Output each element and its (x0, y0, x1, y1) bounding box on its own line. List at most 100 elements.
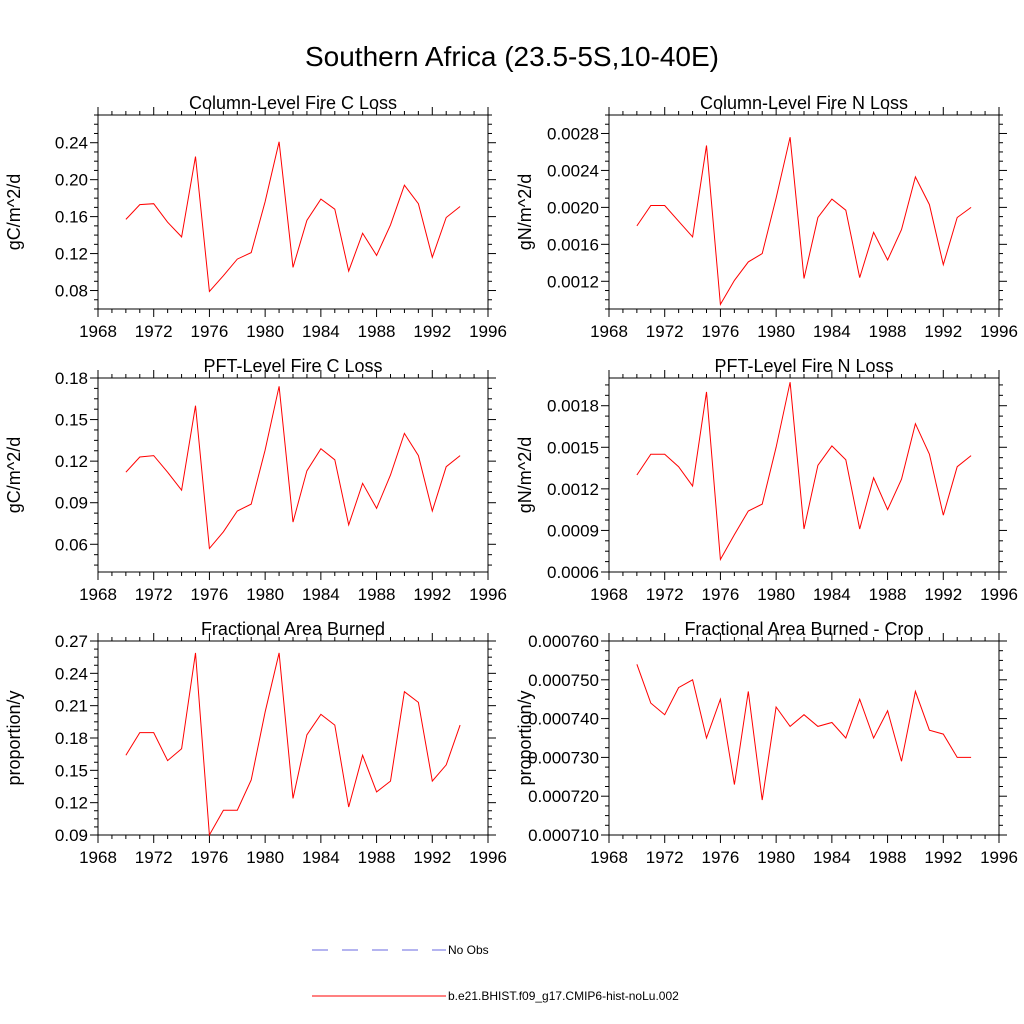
y-tick-label: 0.15 (55, 411, 88, 430)
x-tick-label: 1992 (413, 585, 451, 604)
panel-title: PFT-Level Fire C Loss (203, 356, 382, 376)
panel-title: PFT-Level Fire N Loss (714, 356, 893, 376)
y-tick-label: 0.000730 (528, 748, 599, 767)
y-tick-label: 0.0009 (547, 521, 599, 540)
panel-fractional-area-burned: Fractional Area Burned 1968 1972 1976 1980 19… (4, 619, 507, 867)
x-tick-label: 1992 (413, 848, 451, 867)
x-tick-label: 1980 (757, 585, 795, 604)
x-tick-label: 1984 (813, 585, 851, 604)
y-tick-label: 0.09 (55, 826, 88, 845)
x-tick-label: 1972 (135, 585, 173, 604)
y-axis-label: gC/m^2/d (4, 437, 24, 513)
x-tick-label: 1976 (191, 322, 229, 341)
y-axis-label: proportion/y (4, 690, 24, 785)
y-tick-label: 0.000750 (528, 671, 599, 690)
panel-pft-level-fire-c-loss: PFT-Level Fire C Loss 1968 1972 1976 1980 198… (4, 356, 507, 604)
y-tick-label: 0.0012 (547, 480, 599, 499)
x-tick-label: 1972 (646, 585, 684, 604)
x-tick-label: 1984 (302, 322, 340, 341)
legend-label-no-obs: No Obs (448, 943, 489, 957)
x-tick-label: 1972 (646, 322, 684, 341)
x-tick-label: 1984 (813, 848, 851, 867)
x-tick-label: 1976 (191, 848, 229, 867)
x-tick-label: 1976 (702, 322, 740, 341)
panel-fractional-area-burned-crop: Fractional Area Burned - Crop 1968 1972 197… (515, 619, 1018, 867)
y-tick-label: 0.000740 (528, 710, 599, 729)
plot-frame (608, 114, 1000, 310)
y-axis-label: gN/m^2/d (515, 437, 535, 513)
y-tick-label: 0.15 (55, 761, 88, 780)
x-tick-label: 1996 (469, 848, 507, 867)
panel-title: Fractional Area Burned - Crop (684, 619, 923, 639)
y-axis-label: gN/m^2/d (515, 174, 535, 250)
series-line-model (636, 382, 972, 562)
y-axis-label: gC/m^2/d (4, 174, 24, 250)
y-tick-label: 0.12 (55, 245, 88, 264)
series-line-model (125, 141, 461, 293)
x-tick-label: 1968 (79, 322, 117, 341)
y-tick-label: 0.0006 (547, 563, 599, 582)
x-tick-label: 1988 (869, 848, 907, 867)
x-tick-label: 1992 (924, 848, 962, 867)
y-tick-label: 0.000720 (528, 787, 599, 806)
legend-label-model: b.e21.BHIST.f09_g17.CMIP6-hist-noLu.002 (448, 989, 679, 1003)
y-tick-label: 0.0012 (547, 272, 599, 291)
x-tick-label: 1992 (924, 322, 962, 341)
y-tick-label: 0.0015 (547, 438, 599, 457)
panel-title: Fractional Area Burned (201, 619, 385, 639)
x-tick-label: 1976 (702, 585, 740, 604)
panel-column-level-fire-n-loss: Column-Level Fire N Loss 1968 1972 1976 1980… (515, 93, 1018, 341)
x-tick-label: 1976 (191, 585, 229, 604)
panel-title: Column-Level Fire N Loss (700, 93, 908, 113)
y-tick-label: 0.18 (55, 369, 88, 388)
y-tick-label: 0.0028 (547, 124, 599, 143)
y-tick-label: 0.0016 (547, 235, 599, 254)
x-tick-label: 1992 (924, 585, 962, 604)
x-tick-label: 1968 (590, 585, 628, 604)
series-line-model (125, 386, 461, 550)
y-tick-label: 0.08 (55, 282, 88, 301)
x-tick-label: 1972 (646, 848, 684, 867)
series-line-model (636, 137, 972, 307)
y-tick-label: 0.18 (55, 729, 88, 748)
y-tick-label: 0.000760 (528, 632, 599, 651)
series-line-model (636, 664, 972, 801)
x-tick-label: 1988 (358, 322, 396, 341)
y-tick-label: 0.12 (55, 452, 88, 471)
x-tick-label: 1968 (79, 848, 117, 867)
x-tick-label: 1972 (135, 322, 173, 341)
y-tick-label: 0.0024 (547, 161, 599, 180)
legend: No Obs b.e21.BHIST.f09_g17.CMIP6-hist-no… (312, 943, 679, 1003)
x-tick-label: 1988 (869, 585, 907, 604)
y-tick-label: 0.12 (55, 794, 88, 813)
x-tick-label: 1980 (246, 322, 284, 341)
series-line-model (125, 652, 461, 837)
panel-column-level-fire-c-loss: Column-Level Fire C Loss 1968 1972 1976 1980… (4, 93, 507, 341)
figure-title: Southern Africa (23.5-5S,10-40E) (305, 41, 719, 72)
x-tick-label: 1984 (302, 848, 340, 867)
x-tick-label: 1996 (469, 585, 507, 604)
y-tick-label: 0.09 (55, 494, 88, 513)
panel-pft-level-fire-n-loss: PFT-Level Fire N Loss 1968 1972 1976 1980 198… (515, 356, 1018, 604)
y-tick-label: 0.20 (55, 171, 88, 190)
plot-frame (97, 114, 489, 310)
x-tick-label: 1976 (702, 848, 740, 867)
chart-panels: Column-Level Fire C Loss 1968 1972 1976 1980… (4, 93, 1018, 867)
x-tick-label: 1996 (980, 848, 1018, 867)
x-tick-label: 1988 (869, 322, 907, 341)
x-tick-label: 1992 (413, 322, 451, 341)
y-tick-label: 0.0020 (547, 198, 599, 217)
x-tick-label: 1988 (358, 848, 396, 867)
x-tick-label: 1984 (302, 585, 340, 604)
x-tick-label: 1980 (246, 848, 284, 867)
panel-title: Column-Level Fire C Loss (189, 93, 397, 113)
plot-frame (97, 377, 489, 573)
plot-frame (608, 640, 1000, 836)
y-tick-label: 0.0018 (547, 397, 599, 416)
x-tick-label: 1968 (79, 585, 117, 604)
y-tick-label: 0.24 (55, 134, 88, 153)
x-tick-label: 1984 (813, 322, 851, 341)
y-axis-label: proportion/y (515, 690, 535, 785)
y-tick-label: 0.06 (55, 535, 88, 554)
